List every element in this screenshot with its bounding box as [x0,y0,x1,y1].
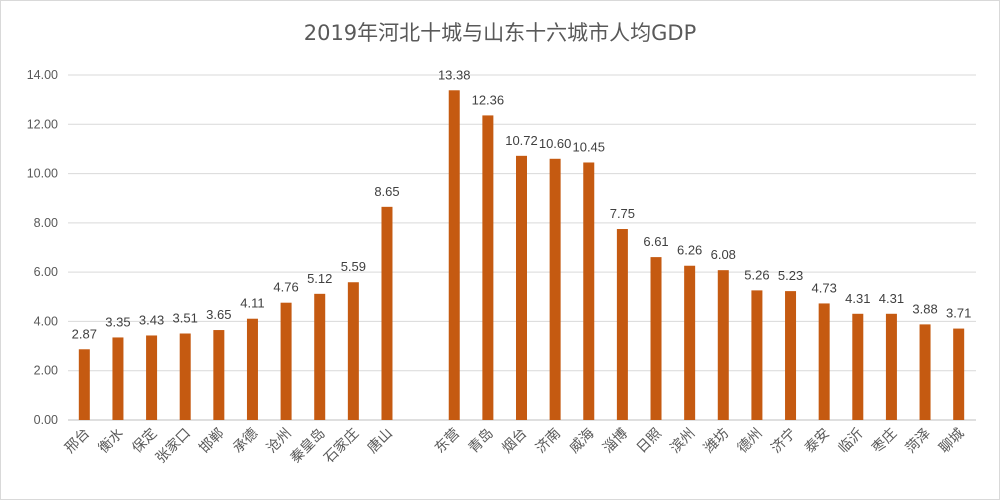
data-label: 3.35 [105,314,130,329]
data-label: 5.23 [778,268,803,283]
y-tick-label: 14.00 [27,68,58,82]
x-tick-label: 聊城 [936,426,967,457]
x-tick-label: 济南 [533,426,564,457]
bar [314,293,326,420]
data-label: 4.76 [273,280,298,295]
x-tick-label: 青岛 [466,426,497,457]
bar [919,324,931,420]
data-label: 3.51 [173,311,198,326]
x-tick-label: 秦皇岛 [288,426,329,467]
x-tick-label: 张家口 [152,425,194,467]
x-tick-label: 烟台 [499,426,530,457]
bar [818,303,830,420]
data-label: 2.87 [72,326,97,341]
x-tick-label: 唐山 [364,425,396,457]
data-label: 5.59 [341,259,366,274]
x-tick-label: 泰安 [802,426,833,457]
data-label: 4.73 [812,280,837,295]
bar [112,337,124,420]
data-label: 4.11 [240,296,264,311]
data-label: 13.38 [438,67,471,82]
data-label: 7.75 [610,206,635,221]
bar [852,313,864,420]
chart-title: 2019年河北十城与山东十六城市人均GDP [303,21,697,45]
y-tick-label: 2.00 [34,364,58,378]
bar [213,330,225,420]
bar [751,290,763,420]
x-tick-label: 枣庄 [868,425,900,457]
bar [650,257,662,420]
bar [717,270,729,420]
bar [146,335,158,420]
data-label: 6.61 [643,234,668,249]
y-tick-label: 6.00 [34,265,58,279]
x-tick-label: 威海 [566,426,597,457]
x-tick-label: 日照 [634,426,665,457]
x-tick-label: 临沂 [836,426,867,457]
data-label: 4.31 [879,291,904,306]
y-tick-label: 0.00 [34,413,58,427]
x-tick-label: 菏泽 [903,426,934,457]
x-tick-label: 滨州 [667,426,698,457]
data-label: 10.72 [505,133,538,148]
y-tick-label: 4.00 [34,314,58,328]
bar [179,333,191,420]
bar [516,155,527,421]
bar [347,282,359,420]
bar [684,265,696,420]
bar [482,115,494,421]
data-label: 10.45 [572,139,605,154]
bar [583,162,595,420]
bar [448,90,460,421]
data-label: 3.71 [946,306,971,321]
x-tick-label: 石家庄 [320,425,362,467]
data-label: 6.08 [711,247,736,262]
bar [549,158,561,421]
bar [785,291,797,420]
data-label: 10.60 [539,136,572,151]
x-tick-label: 承德 [230,426,261,457]
x-tick-label: 邢台 [62,426,93,457]
bar [78,349,90,420]
data-label: 5.12 [307,271,332,286]
data-label: 3.88 [912,301,937,316]
bar [280,302,292,420]
y-tick-label: 8.00 [34,216,58,230]
x-tick-label: 淄博 [599,425,631,457]
x-tick-label: 东营 [432,426,463,457]
x-tick-label: 济宁 [768,425,800,457]
x-tick-label: 衡水 [96,426,127,457]
data-label: 3.65 [206,307,231,322]
bar [953,328,965,420]
data-label: 8.65 [374,184,399,199]
x-tick-label: 德州 [735,426,766,457]
x-tick-label: 潍坊 [701,426,732,457]
bar [246,318,258,420]
y-tick-label: 12.00 [27,117,58,131]
x-tick-label: 邯郸 [197,426,228,457]
bar [616,229,628,420]
y-tick-label: 10.00 [27,167,58,181]
bar [381,206,393,420]
data-label: 12.36 [472,92,505,107]
data-label: 6.26 [677,243,702,258]
data-label: 4.31 [845,291,870,306]
data-label: 5.26 [744,267,769,282]
bar [885,313,897,420]
data-label: 3.43 [139,312,164,327]
